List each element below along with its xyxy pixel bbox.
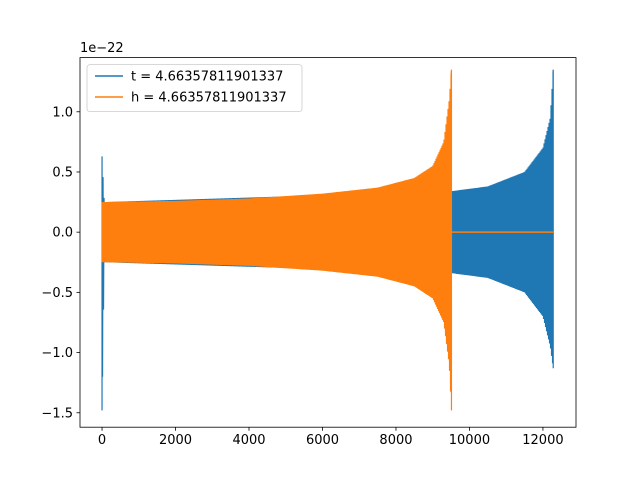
x-tick-label: 2000 bbox=[159, 433, 192, 448]
legend: t = 4.66357811901337 h = 4.6635781190133… bbox=[86, 64, 303, 112]
y-tick-label: 0.5 bbox=[52, 165, 73, 180]
legend-box bbox=[86, 64, 303, 112]
x-tick-label: 10000 bbox=[449, 433, 490, 448]
y-tick-label: 0.0 bbox=[52, 226, 73, 241]
x-tick-label: 4000 bbox=[232, 433, 265, 448]
x-tick-label: 12000 bbox=[522, 433, 563, 448]
series-layer bbox=[101, 69, 554, 411]
axes-frame bbox=[79, 57, 577, 428]
x-tick-label: 8000 bbox=[379, 433, 412, 448]
y-tick-label: −0.5 bbox=[41, 286, 73, 301]
legend-label-h: h = 4.66357811901337 bbox=[131, 91, 287, 106]
y-tick-label: −1.5 bbox=[41, 406, 73, 421]
series-line-1 bbox=[101, 69, 453, 411]
x-tick-label: 0 bbox=[98, 433, 106, 448]
y-axis: 1.0 0.5 0.0 −0.5 −1.0 −1.5 bbox=[41, 105, 80, 421]
x-tick-label: 6000 bbox=[306, 433, 339, 448]
y-offset-label: 1e−22 bbox=[80, 41, 124, 56]
legend-label-t: t = 4.66357811901337 bbox=[131, 70, 283, 85]
y-tick-label: 1.0 bbox=[52, 105, 73, 120]
x-axis: 0 2000 4000 6000 8000 10000 12000 bbox=[98, 427, 564, 448]
y-tick-label: −1.0 bbox=[41, 346, 73, 361]
